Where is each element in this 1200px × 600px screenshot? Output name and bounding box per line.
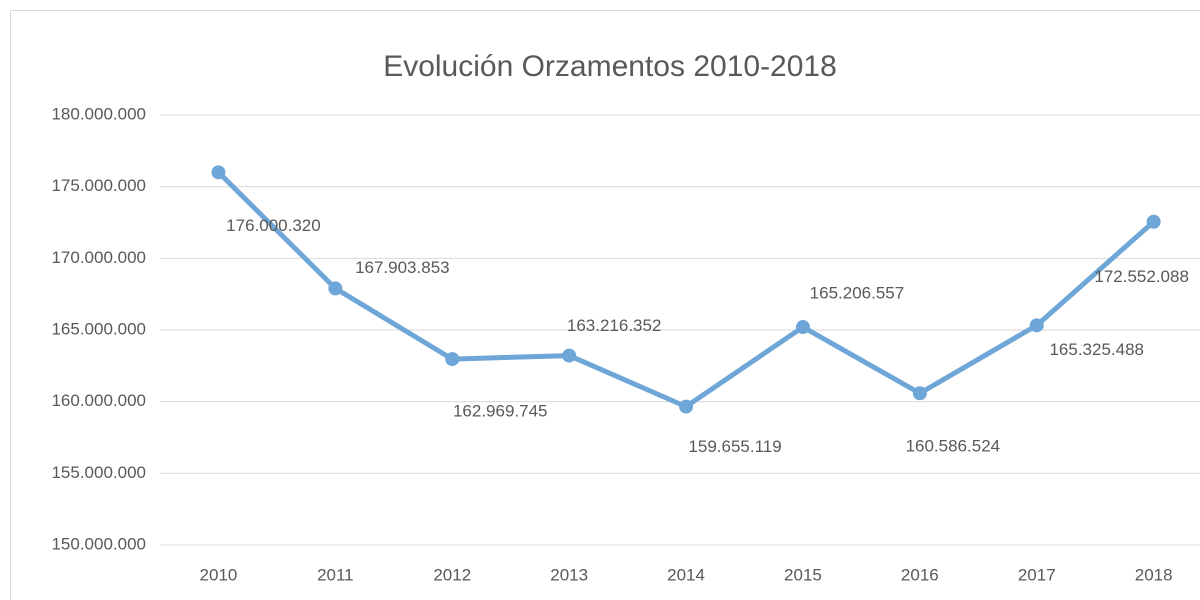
y-tick-label: 180.000.000 bbox=[51, 104, 146, 123]
data-label: 159.655.119 bbox=[688, 437, 781, 456]
y-tick-label: 165.000.000 bbox=[51, 319, 146, 338]
data-point bbox=[795, 320, 810, 335]
data-point bbox=[912, 386, 927, 401]
y-tick-label: 170.000.000 bbox=[51, 248, 146, 267]
x-tick-label: 2013 bbox=[550, 565, 588, 584]
data-label: 163.216.352 bbox=[567, 316, 662, 335]
chart-frame bbox=[10, 10, 1200, 600]
y-tick-label: 155.000.000 bbox=[51, 463, 146, 482]
data-point bbox=[211, 165, 226, 180]
x-tick-label: 2010 bbox=[200, 565, 238, 584]
data-point bbox=[679, 399, 694, 414]
x-tick-label: 2018 bbox=[1135, 565, 1173, 584]
data-label: 160.586.524 bbox=[906, 437, 1001, 456]
x-tick-label: 2015 bbox=[784, 565, 822, 584]
data-label: 162.969.745 bbox=[453, 402, 548, 421]
data-label: 172.552.088 bbox=[1094, 267, 1189, 286]
data-point bbox=[562, 348, 577, 363]
data-point bbox=[1029, 318, 1044, 333]
chart-title: Evolución Orzamentos 2010-2018 bbox=[383, 50, 837, 83]
data-point bbox=[1146, 214, 1161, 229]
data-label: 167.903.853 bbox=[355, 258, 450, 277]
data-label: 165.206.557 bbox=[810, 284, 905, 303]
y-tick-label: 160.000.000 bbox=[51, 391, 146, 410]
x-tick-label: 2017 bbox=[1018, 565, 1056, 584]
x-tick-label: 2016 bbox=[901, 565, 939, 584]
y-tick-label: 175.000.000 bbox=[51, 176, 146, 195]
data-point bbox=[328, 281, 343, 296]
data-label: 165.325.488 bbox=[1049, 340, 1144, 359]
x-tick-label: 2012 bbox=[433, 565, 471, 584]
data-point bbox=[445, 352, 460, 367]
y-tick-label: 150.000.000 bbox=[51, 534, 146, 553]
data-label: 176.000.320 bbox=[226, 216, 321, 235]
x-tick-label: 2014 bbox=[667, 565, 705, 584]
x-tick-label: 2011 bbox=[317, 565, 354, 584]
